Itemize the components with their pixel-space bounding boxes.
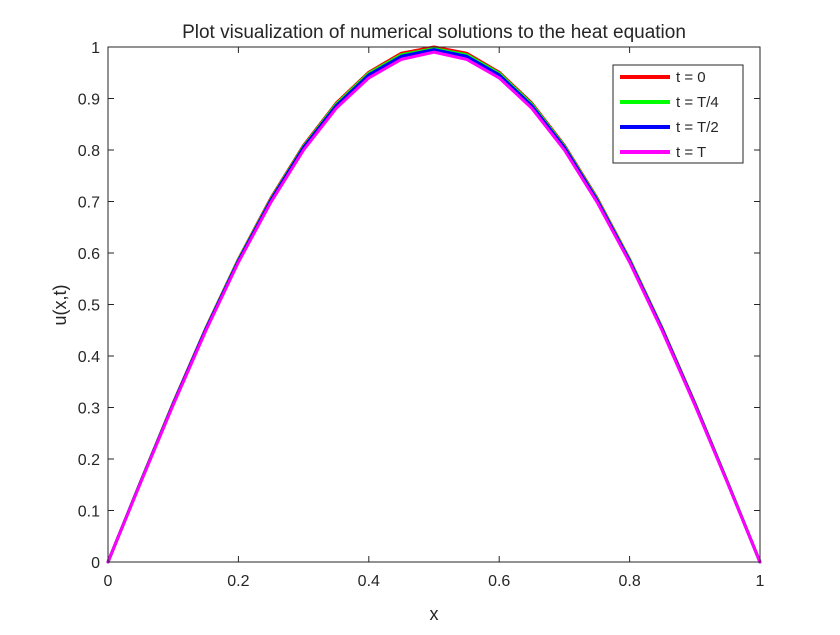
x-tick-label: 0.4 — [358, 573, 380, 590]
legend-label-2: t = T/2 — [676, 119, 719, 136]
x-ticks: 0 0.2 0.4 0.6 0.8 1 — [104, 47, 765, 590]
x-tick-label: 0.8 — [618, 573, 640, 590]
y-tick-label: 0.9 — [78, 92, 100, 109]
legend-box — [612, 64, 744, 164]
x-tick-label: 0 — [104, 573, 113, 590]
y-ticks: 0 0.1 0.2 0.3 0.4 0.5 0.6 0.7 0.8 0.9 1 — [78, 40, 760, 572]
legend-label-1: t = T/4 — [676, 94, 719, 111]
y-tick-label: 0.4 — [78, 349, 100, 366]
legend-items: t = 0 t = T/4 t = T/2 t = T — [620, 69, 719, 161]
series-layer — [106, 45, 762, 564]
y-tick-label: 0.5 — [78, 298, 100, 315]
y-axis-label: u(x,t) — [50, 284, 70, 325]
y-tick-label: 0.7 — [78, 195, 100, 212]
y-tick-label: 0.8 — [78, 143, 100, 160]
y-tick-label: 0.3 — [78, 401, 100, 418]
y-tick-label: 1 — [91, 40, 100, 57]
y-tick-label: 0.2 — [78, 452, 100, 469]
x-axis-label: x — [430, 604, 439, 624]
y-tick-label: 0 — [91, 555, 100, 572]
chart-title: Plot visualization of numerical solution… — [182, 22, 686, 43]
x-tick-label: 0.6 — [488, 573, 510, 590]
y-tick-label: 0.1 — [78, 504, 100, 521]
y-tick-label: 0.6 — [78, 246, 100, 263]
legend: t = 0 t = T/4 t = T/2 t = T — [612, 64, 744, 164]
series-line-3 — [106, 50, 762, 564]
x-tick-label: 0.2 — [227, 573, 249, 590]
legend-label-3: t = T — [676, 144, 706, 161]
legend-label-0: t = 0 — [676, 69, 706, 86]
x-tick-label: 1 — [756, 573, 765, 590]
